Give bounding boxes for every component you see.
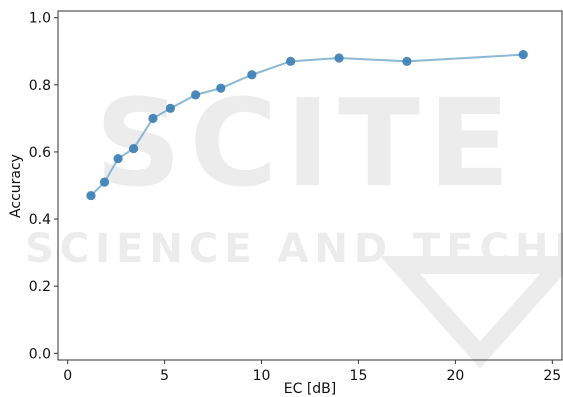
y-tick-label: 0.2 xyxy=(29,279,51,295)
data-point xyxy=(402,56,412,66)
data-point xyxy=(113,154,123,164)
data-point xyxy=(247,70,257,80)
data-point xyxy=(191,90,201,100)
plot-area xyxy=(57,10,563,361)
data-point xyxy=(148,113,158,123)
x-tick-label: 10 xyxy=(253,368,271,384)
data-point xyxy=(99,177,110,187)
y-tick-label: 0.4 xyxy=(29,212,51,228)
x-tick-label: 25 xyxy=(543,368,561,384)
x-tick-label: 0 xyxy=(63,368,72,384)
x-tick-label: 20 xyxy=(446,368,464,384)
y-axis: 0.0 0.2 0.4 0.6 0.8 1.0 xyxy=(29,11,58,362)
y-tick-label: 0.6 xyxy=(29,145,51,161)
y-tick-label: 0.8 xyxy=(29,78,51,94)
data-point xyxy=(286,56,296,66)
watermark: SCITE SCIENCE AND TECHN xyxy=(25,75,563,369)
x-axis-label: EC [dB] xyxy=(284,381,337,397)
y-axis-label: Accuracy xyxy=(8,154,24,218)
watermark-line1: SCITE xyxy=(95,75,518,214)
y-tick-label: 0.0 xyxy=(29,346,51,362)
y-tick-label: 1.0 xyxy=(29,11,51,27)
data-point xyxy=(518,50,528,60)
data-point xyxy=(165,103,176,113)
data-point xyxy=(334,53,344,63)
data-point xyxy=(129,143,139,154)
x-tick-label: 15 xyxy=(350,368,368,384)
series-layer xyxy=(86,50,528,201)
data-point xyxy=(216,83,226,93)
x-axis: 0 5 10 15 20 25 xyxy=(63,360,561,384)
x-tick-label: 5 xyxy=(160,368,169,384)
watermark-triangle-icon xyxy=(379,256,563,369)
data-point xyxy=(86,190,96,201)
